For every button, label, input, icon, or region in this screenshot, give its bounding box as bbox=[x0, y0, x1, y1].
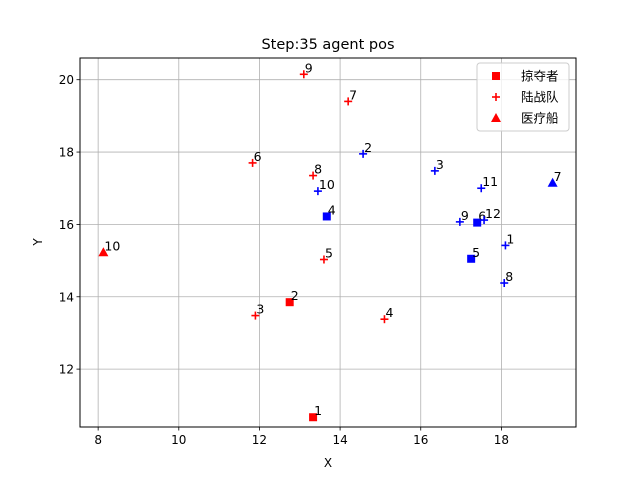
y-tick-label: 14 bbox=[59, 290, 74, 304]
legend-triangle-marker bbox=[491, 113, 501, 122]
x-axis-label: X bbox=[324, 456, 332, 470]
chart-title: Step:35 agent pos bbox=[261, 37, 394, 53]
blue-plus-point bbox=[455, 217, 464, 226]
point-label: 10 bbox=[104, 238, 120, 253]
red-plus-point bbox=[251, 311, 260, 320]
blue-square-point bbox=[473, 218, 482, 227]
x-tick-label: 8 bbox=[94, 433, 102, 447]
blue-triangle-point bbox=[547, 177, 558, 187]
red-plus-point bbox=[380, 315, 389, 324]
y-tick-label: 18 bbox=[59, 146, 74, 160]
blue-plus-point bbox=[480, 216, 489, 225]
x-tick-label: 10 bbox=[171, 433, 186, 447]
legend-label: 医疗船 bbox=[521, 111, 559, 126]
red-square-point bbox=[285, 298, 294, 307]
x-tick-label: 12 bbox=[252, 433, 267, 447]
point-label: 6 bbox=[478, 209, 486, 224]
legend-label: 陆战队 bbox=[521, 90, 559, 105]
point-label: 8 bbox=[505, 269, 513, 284]
blue-square-point bbox=[467, 254, 476, 263]
point-label: 1 bbox=[506, 231, 514, 246]
point-label: 9 bbox=[461, 208, 469, 223]
point-label: 3 bbox=[256, 302, 264, 317]
red-plus-point bbox=[248, 158, 257, 167]
x-tick-label: 16 bbox=[413, 433, 428, 447]
point-label: 10 bbox=[319, 177, 335, 192]
plot-frame bbox=[79, 57, 577, 428]
blue-plus-point bbox=[359, 149, 368, 158]
point-label: 12 bbox=[485, 206, 501, 221]
legend-plus-marker bbox=[492, 93, 500, 101]
red-triangle-point bbox=[98, 247, 109, 257]
blue-plus-point bbox=[500, 279, 509, 288]
y-tick-label: 12 bbox=[59, 363, 74, 377]
y-tick-label: 16 bbox=[59, 218, 74, 232]
red-plus-point bbox=[299, 70, 308, 79]
red-plus-point bbox=[309, 171, 318, 180]
point-label: 4 bbox=[328, 202, 336, 217]
blue-plus-point bbox=[313, 187, 322, 196]
point-label: 7 bbox=[349, 87, 357, 102]
x-tick-label: 14 bbox=[332, 433, 347, 447]
point-label: 9 bbox=[305, 60, 313, 75]
blue-plus-point bbox=[430, 166, 439, 175]
blue-plus-point bbox=[501, 241, 510, 250]
point-label: 11 bbox=[482, 174, 498, 189]
point-label: 2 bbox=[364, 140, 372, 155]
point-label: 8 bbox=[314, 162, 322, 177]
point-label: 5 bbox=[325, 246, 333, 261]
red-square-point bbox=[309, 413, 318, 422]
legend-square-marker bbox=[492, 72, 500, 80]
point-label: 1 bbox=[314, 403, 322, 418]
y-axis-label: Y bbox=[31, 238, 45, 247]
blue-square-point bbox=[322, 212, 331, 221]
legend-label: 掠夺者 bbox=[521, 69, 559, 84]
point-label: 5 bbox=[472, 245, 480, 260]
x-tick-label: 18 bbox=[494, 433, 509, 447]
point-label: 4 bbox=[385, 305, 393, 320]
point-label: 2 bbox=[291, 288, 299, 303]
red-plus-point bbox=[319, 255, 328, 264]
point-label: 3 bbox=[436, 157, 444, 172]
point-label: 7 bbox=[554, 169, 562, 184]
point-label: 6 bbox=[254, 149, 262, 164]
y-tick-label: 20 bbox=[59, 73, 74, 87]
red-plus-point bbox=[344, 97, 353, 106]
blue-plus-point bbox=[477, 184, 486, 193]
